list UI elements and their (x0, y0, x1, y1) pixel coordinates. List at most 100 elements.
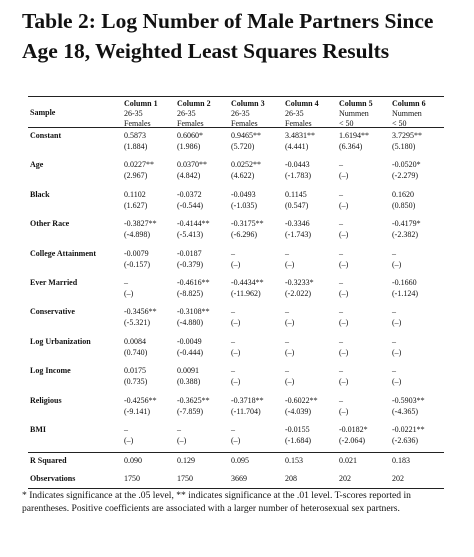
t-score: (–) (339, 230, 349, 240)
row-label: Other Race (30, 219, 70, 229)
coefficient: 0.0175 (124, 366, 146, 376)
t-score: (4.441) (285, 142, 309, 151)
t-score: (2.967) (124, 171, 148, 181)
table-title: Table 2: Log Number of Male Partners Sin… (22, 9, 434, 63)
coefficient: -0.3827** (124, 219, 157, 229)
coefficient: – (124, 278, 128, 287)
coefficient: – (231, 248, 235, 258)
summary-value: 0.090 (124, 456, 142, 465)
coefficient: – (339, 366, 343, 376)
t-score: (0.547) (285, 200, 309, 210)
coefficient: -0.3346 (285, 219, 310, 229)
t-score: (-1.124) (392, 289, 418, 298)
t-score: (1.627) (124, 200, 148, 210)
t-score: (6.364) (339, 142, 363, 151)
coefficient: -0.0187 (177, 248, 202, 258)
t-score: (–) (231, 259, 241, 269)
coefficient: -0.0182* (339, 425, 368, 434)
t-score: (0.388) (177, 377, 201, 387)
t-score: (–) (392, 318, 402, 328)
header-cell: Sample (30, 108, 56, 117)
t-score: (0.740) (124, 347, 148, 357)
t-score: (–) (177, 436, 187, 445)
coefficient: – (392, 307, 396, 317)
header-cell: Females (231, 119, 258, 128)
coefficient: -0.0079 (124, 248, 149, 258)
t-score: (-7.859) (177, 406, 203, 416)
t-score: (-11.962) (231, 289, 261, 298)
t-score: (–) (231, 318, 241, 328)
coefficient: – (339, 336, 343, 346)
coefficient: 0.6060* (177, 131, 203, 140)
t-score: (-5.413) (177, 230, 203, 240)
t-score: (-2.279) (392, 171, 418, 181)
coefficient: 0.1102 (124, 189, 146, 199)
header-cell: Column 3 (231, 99, 265, 108)
coefficient: -0.0493 (231, 189, 256, 199)
coefficient: 0.0084 (124, 336, 146, 346)
coefficient: -0.3175** (231, 219, 264, 229)
t-score: (-2.064) (339, 436, 365, 445)
coefficient: 0.0370** (177, 160, 207, 170)
t-score: (-4.898) (124, 230, 150, 240)
coefficient: – (285, 307, 289, 317)
coefficient: -0.4144** (177, 219, 210, 229)
row-label: Observations (30, 474, 76, 483)
coefficient: – (339, 307, 343, 317)
summary-value: 1750 (124, 474, 140, 483)
t-score: (-4.039) (285, 406, 311, 416)
coefficient: -0.0049 (177, 336, 202, 346)
t-score: (–) (339, 289, 349, 298)
coefficient: – (339, 395, 343, 405)
coefficient: – (231, 336, 235, 346)
row-label: Constant (30, 131, 62, 140)
row-label: Ever Married (30, 278, 78, 287)
t-score: (-11.704) (231, 406, 261, 416)
header-cell: 26-35 (231, 109, 250, 118)
t-score: (–) (231, 377, 241, 387)
t-score: (–) (339, 171, 349, 181)
t-score: (–) (124, 289, 134, 298)
coefficient: – (339, 278, 343, 287)
coefficient: -0.0520* (392, 160, 421, 170)
summary-value: 0.183 (392, 456, 410, 465)
row-label: Black (30, 189, 50, 199)
summary-rule (28, 452, 444, 453)
header-cell: Females (177, 119, 204, 128)
coefficient: 0.5873 (124, 131, 146, 140)
t-score: (-1.684) (285, 436, 311, 445)
coefficient: -0.3456** (124, 307, 157, 317)
coefficient: 3.4831** (285, 131, 315, 140)
coefficient: – (339, 248, 343, 258)
coefficient: -0.0221** (392, 425, 425, 434)
coefficient: – (285, 248, 289, 258)
summary-value: 0.153 (285, 456, 303, 465)
coefficient: – (392, 336, 396, 346)
top-rule (28, 96, 444, 97)
header-cell: 26-35 (177, 109, 196, 118)
coefficient: -0.0155 (285, 425, 310, 434)
row-label: BMI (30, 425, 46, 434)
header-cell: 26-35 (285, 109, 304, 118)
bottom-rule (28, 488, 444, 489)
coefficient: 0.0227** (124, 160, 154, 170)
coefficient: -0.3108** (177, 307, 210, 317)
coefficient: -0.6022** (285, 395, 318, 405)
t-score: (–) (392, 259, 402, 269)
coefficient: -0.4434** (231, 278, 264, 287)
coefficient: 0.9465** (231, 131, 261, 140)
t-score: (–) (285, 318, 295, 328)
t-score: (-1.783) (285, 171, 311, 181)
coefficient: – (339, 219, 343, 229)
header-rule (28, 127, 444, 128)
coefficient: -0.4616** (177, 278, 210, 287)
t-score: (1.884) (124, 142, 148, 151)
coefficient: – (124, 425, 128, 434)
header-cell: 26-35 (124, 109, 143, 118)
coefficient: – (285, 366, 289, 376)
coefficient: -0.3625** (177, 395, 210, 405)
t-score: (–) (339, 259, 349, 269)
header-cell: Column 5 (339, 99, 373, 108)
coefficient: -0.3718** (231, 395, 264, 405)
